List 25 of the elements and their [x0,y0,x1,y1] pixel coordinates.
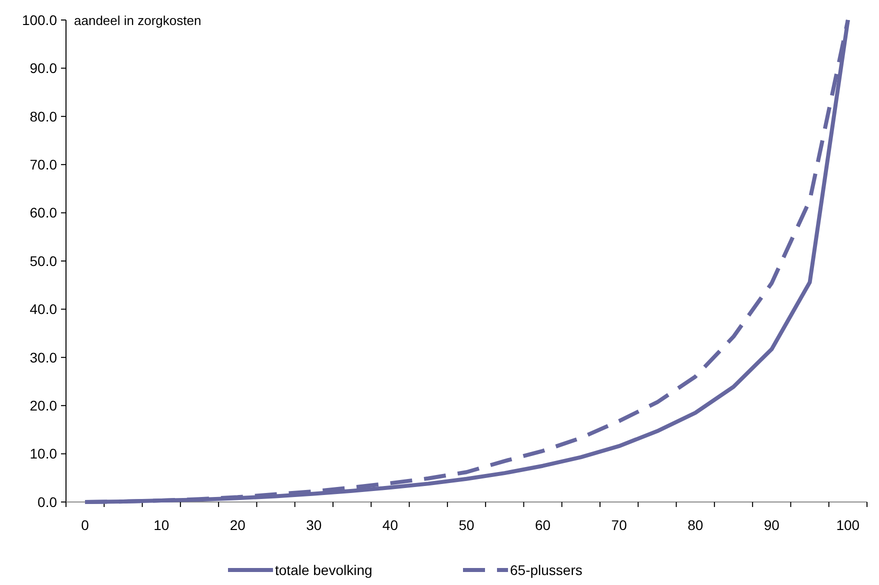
x-tick-label: 50 [458,517,474,533]
x-tick-label: 60 [534,517,551,533]
y-tick-label: 70.0 [30,156,58,172]
x-tick-label: 90 [764,517,780,533]
y-tick-label: 20.0 [30,398,58,414]
y-tick-label: 0.0 [38,494,58,510]
y-axis-title: aandeel in zorgkosten [74,13,202,28]
x-tick-label: 100 [836,517,860,533]
y-tick-label: 50.0 [30,252,58,269]
y-tick-label: 90.0 [30,60,58,76]
x-tick-label: 30 [306,517,322,533]
x-tick-label: 10 [154,517,170,533]
y-tick-label: 60.0 [30,204,58,221]
x-tick-label: 80 [688,517,704,533]
x-tick-label: 0 [81,517,90,533]
y-tick-label: 80.0 [30,108,58,124]
y-tick-label: 10.0 [30,446,58,462]
legend-label: totale bevolking [275,562,372,578]
x-tick-label: 70 [611,517,628,533]
legend-label: 65-plussers [510,562,582,578]
y-tick-label: 40.0 [30,301,58,318]
y-tick-label: 30.0 [30,349,58,366]
x-tick-label: 40 [382,517,398,533]
x-tick-label: 20 [230,517,246,533]
y-tick-label: 100.0 [22,12,58,28]
